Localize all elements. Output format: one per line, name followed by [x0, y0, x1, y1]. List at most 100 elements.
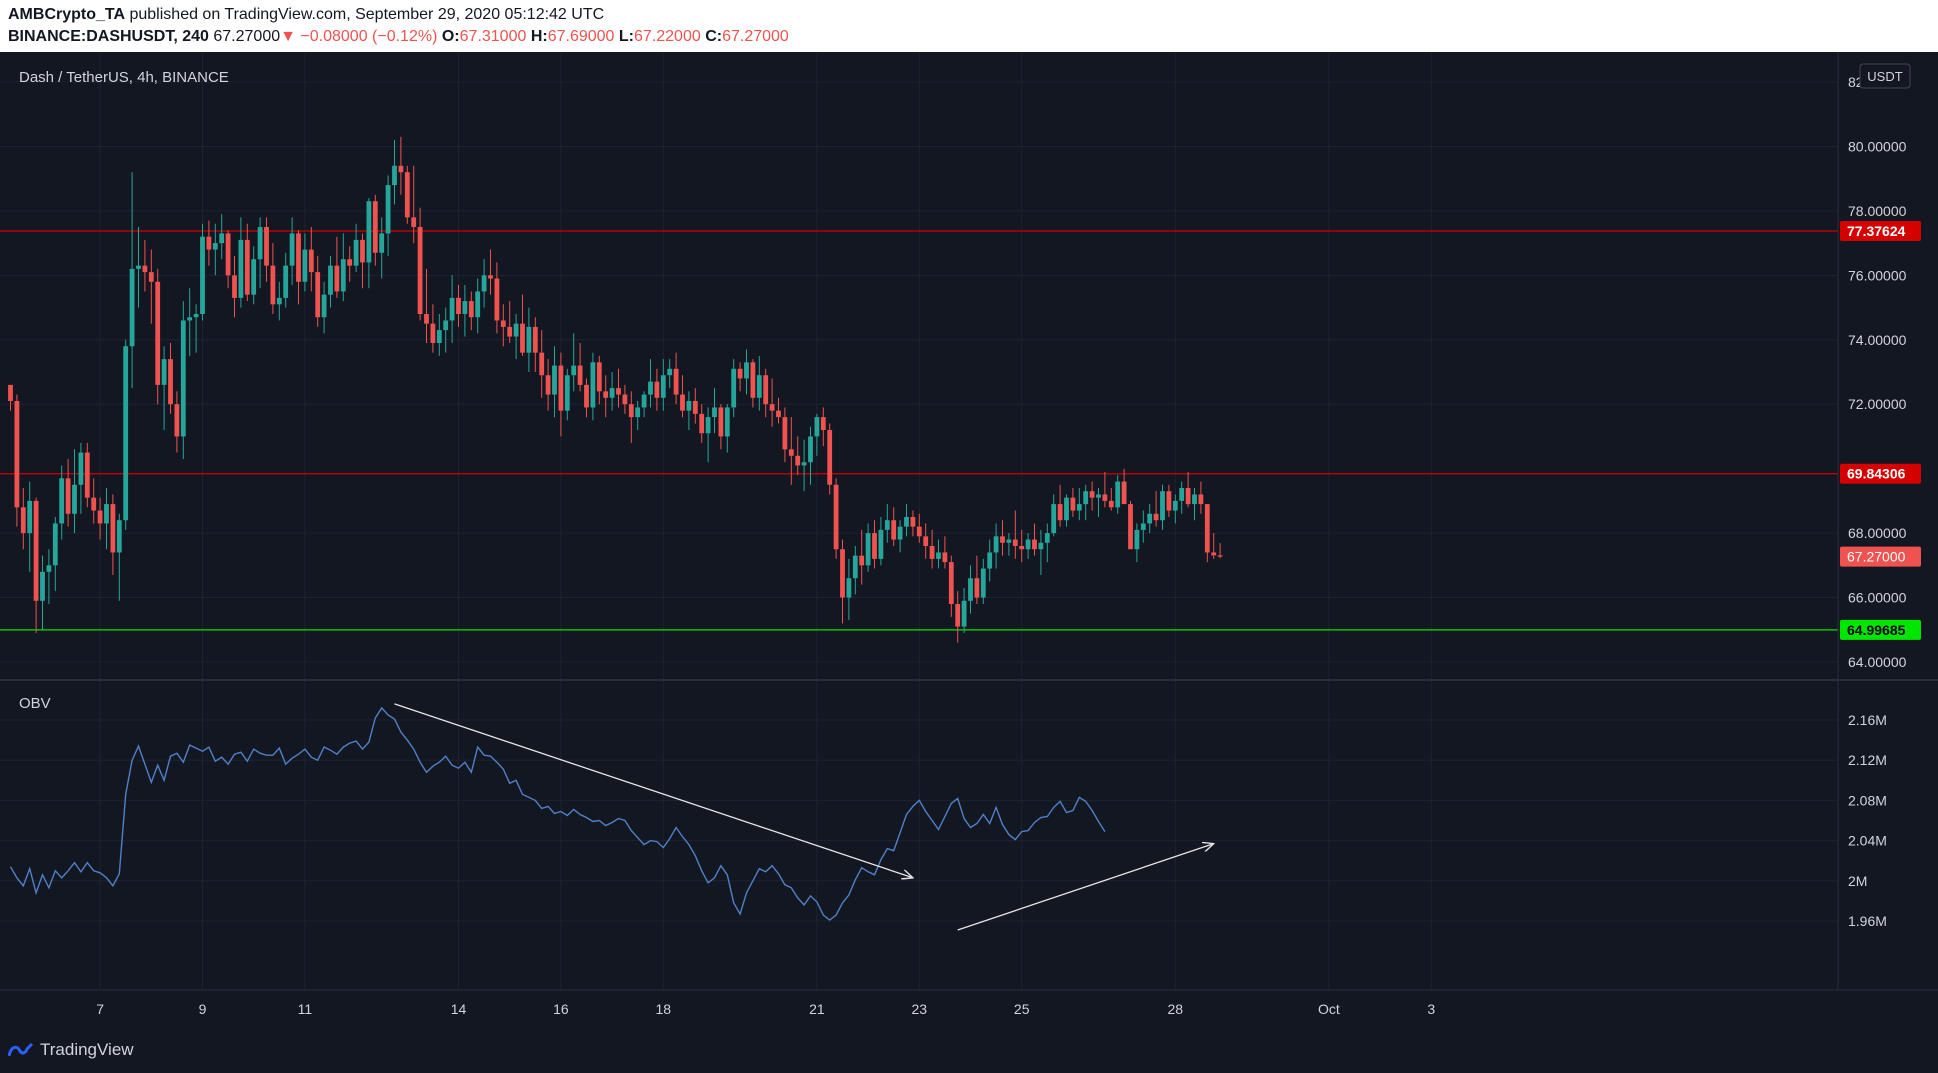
- candle-body: [513, 323, 519, 337]
- candle: [20, 488, 26, 550]
- candle-body: [1064, 497, 1069, 521]
- candle: [891, 507, 897, 546]
- candle: [1076, 488, 1082, 521]
- candle: [494, 262, 500, 334]
- candle-body: [200, 236, 205, 314]
- candle: [532, 317, 538, 372]
- candle-body: [686, 401, 692, 411]
- time-tick-label: 18: [656, 1001, 672, 1017]
- candle: [251, 246, 257, 305]
- candle-body: [1134, 529, 1140, 550]
- publisher-name[interactable]: AMBCrypto_TA: [8, 6, 126, 23]
- candle-body: [1128, 504, 1133, 550]
- candle: [712, 388, 717, 434]
- price-tick-label: 74.00000: [1848, 332, 1907, 348]
- resistance-lower-tag-label: 69.84306: [1847, 466, 1906, 482]
- candle-body: [884, 520, 890, 530]
- candle: [1115, 475, 1121, 514]
- candle: [97, 497, 103, 540]
- candle: [507, 301, 513, 343]
- last-price-tag-label: 67.27000: [1847, 549, 1906, 565]
- candle-body: [801, 462, 807, 466]
- candle: [1000, 520, 1005, 556]
- candle-body: [526, 326, 532, 353]
- candle: [462, 285, 468, 337]
- candle: [545, 359, 551, 411]
- obv-tick-label: 2.08M: [1848, 792, 1887, 808]
- candle-body: [1006, 539, 1012, 543]
- candle-body: [840, 549, 845, 598]
- candle: [718, 404, 724, 450]
- candle: [116, 513, 122, 601]
- tradingview-logo[interactable]: TradingView: [8, 1040, 134, 1060]
- candle: [8, 384, 13, 411]
- candle-body: [539, 352, 545, 376]
- change-text: −0.08000 (−0.12%): [300, 28, 438, 45]
- candle-body: [8, 384, 13, 401]
- candle-body: [372, 201, 378, 253]
- candle: [187, 288, 193, 356]
- candle-body: [680, 394, 685, 411]
- candle-body: [1166, 491, 1172, 511]
- candle-body: [168, 359, 173, 405]
- price-tick-label: 64.00000: [1848, 654, 1907, 670]
- candle: [1140, 510, 1146, 543]
- candle-body: [564, 375, 570, 411]
- candle-body: [91, 497, 97, 511]
- footer: TradingView: [0, 1028, 1938, 1073]
- candle: [52, 517, 58, 592]
- candle-body: [1096, 494, 1101, 498]
- candle-body: [968, 578, 973, 601]
- candle: [180, 301, 186, 459]
- candle: [232, 256, 237, 318]
- candle: [827, 423, 833, 495]
- candle-body: [846, 578, 852, 598]
- candle: [859, 529, 865, 585]
- candle: [616, 368, 621, 408]
- candle-body: [507, 326, 513, 337]
- candle-body: [622, 394, 628, 405]
- candle-body: [187, 317, 193, 321]
- candle: [968, 565, 973, 614]
- candle: [110, 494, 116, 575]
- candle: [955, 591, 961, 643]
- candle-body: [347, 259, 353, 266]
- candle-body: [104, 504, 109, 524]
- candle: [257, 217, 263, 289]
- candle-body: [616, 388, 621, 395]
- candle: [1217, 543, 1223, 559]
- candle: [372, 194, 378, 266]
- candle-body: [40, 571, 45, 601]
- candle-body: [1140, 523, 1146, 530]
- candle: [974, 555, 980, 604]
- candle-body: [366, 201, 372, 263]
- candle: [590, 352, 596, 421]
- candle-body: [340, 259, 346, 292]
- up-trend-arrow: [957, 844, 1214, 931]
- candle-body: [225, 233, 231, 276]
- candle-body: [731, 368, 737, 408]
- candle-body: [795, 455, 801, 466]
- candle-body: [865, 533, 871, 566]
- candle: [340, 233, 346, 302]
- candle: [168, 343, 173, 414]
- candle: [456, 285, 461, 327]
- candle: [238, 217, 244, 308]
- candle-body: [417, 227, 423, 314]
- candle: [1057, 484, 1063, 527]
- candle: [488, 249, 493, 295]
- candle: [622, 384, 628, 414]
- candle: [539, 330, 545, 398]
- candle-body: [788, 449, 794, 456]
- candle-body: [558, 365, 564, 411]
- candle: [1185, 471, 1191, 508]
- candle-body: [174, 404, 180, 437]
- candle: [916, 513, 922, 543]
- candle: [980, 558, 986, 604]
- candle-body: [97, 510, 103, 524]
- candle: [628, 391, 634, 443]
- candle: [1102, 471, 1108, 508]
- candle: [1108, 488, 1114, 511]
- candle-body: [878, 529, 884, 559]
